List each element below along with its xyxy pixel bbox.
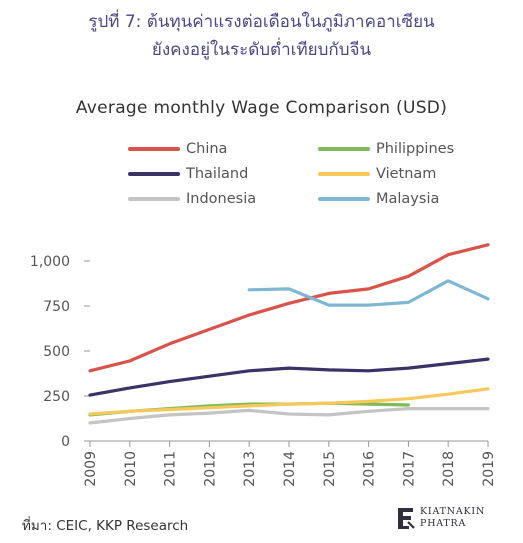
kiatnakin-phatra-logo: KIATNAKIN PHATRA (396, 506, 485, 530)
logo-text-line-2: PHATRA (420, 518, 467, 529)
x-tick-label: 2019 (481, 451, 497, 487)
series-line-indonesia (88, 407, 490, 425)
y-tick-label: 750 (43, 299, 70, 315)
y-tick-label: 0 (61, 434, 70, 450)
legend-label-philippines: Philippines (376, 141, 455, 157)
y-tick-label: 250 (43, 389, 70, 405)
legend-swatch-vietnam (318, 172, 370, 176)
source-note: ที่มา: CEIC, KKP Research (22, 518, 189, 534)
x-tick-label: 2017 (401, 451, 417, 487)
x-tick-label: 2010 (123, 451, 139, 487)
series-line-malaysia (247, 279, 490, 307)
legend-swatch-indonesia (128, 197, 180, 201)
legend-label-indonesia: Indonesia (186, 191, 257, 207)
legend-label-malaysia: Malaysia (376, 191, 440, 207)
chart-series-lines (88, 243, 490, 425)
x-tick-label: 2012 (202, 451, 218, 487)
chart-title: Average monthly Wage Comparison (USD) (75, 98, 448, 118)
legend-label-china: China (186, 141, 228, 157)
figure-header: รูปที่ 7: ต้นทุนค่าแรงต่อเดือนในภูมิภาคอ… (0, 8, 523, 64)
y-tick-label: 500 (43, 344, 70, 360)
series-line-thailand (88, 357, 490, 397)
series-line-vietnam (88, 387, 490, 416)
legend-label-vietnam: Vietnam (376, 166, 437, 182)
x-tick-label: 2014 (282, 451, 298, 487)
x-tick-label: 2016 (362, 451, 378, 487)
legend-swatch-malaysia (318, 197, 370, 201)
legend-item-philippines: Philippines (318, 140, 454, 158)
legend-item-malaysia: Malaysia (318, 190, 439, 208)
legend-label-thailand: Thailand (186, 166, 249, 182)
figure-title-line-2: ยังคงอยู่ในระดับต่ำเทียบกับจีน (151, 40, 372, 60)
x-tick-label: 2015 (322, 451, 338, 487)
x-tick-label: 2011 (163, 451, 179, 487)
figure-title-line-1: รูปที่ 7: ต้นทุนค่าแรงต่อเดือนในภูมิภาคอ… (88, 12, 435, 32)
y-tick-label: 1,000 (30, 254, 70, 270)
legend-swatch-china (128, 147, 180, 151)
chart-axes: 0 250 500 750 1,000 2009 2010 2011 2012 2013 2014 2… (30, 254, 497, 487)
logo-text-line-1: KIATNAKIN (420, 506, 486, 517)
x-tick-label: 2018 (441, 451, 457, 487)
legend-item-vietnam: Vietnam (318, 165, 436, 183)
legend-swatch-thailand (128, 172, 180, 176)
x-tick-label: 2009 (83, 451, 99, 487)
legend-item-indonesia: Indonesia (128, 190, 256, 208)
x-tick-label: 2013 (242, 451, 258, 487)
legend-swatch-philippines (318, 147, 370, 151)
legend-item-thailand: Thailand (128, 165, 248, 183)
series-line-china (88, 243, 490, 373)
legend-item-china: China (128, 140, 227, 158)
logo-mark-icon (398, 508, 415, 529)
